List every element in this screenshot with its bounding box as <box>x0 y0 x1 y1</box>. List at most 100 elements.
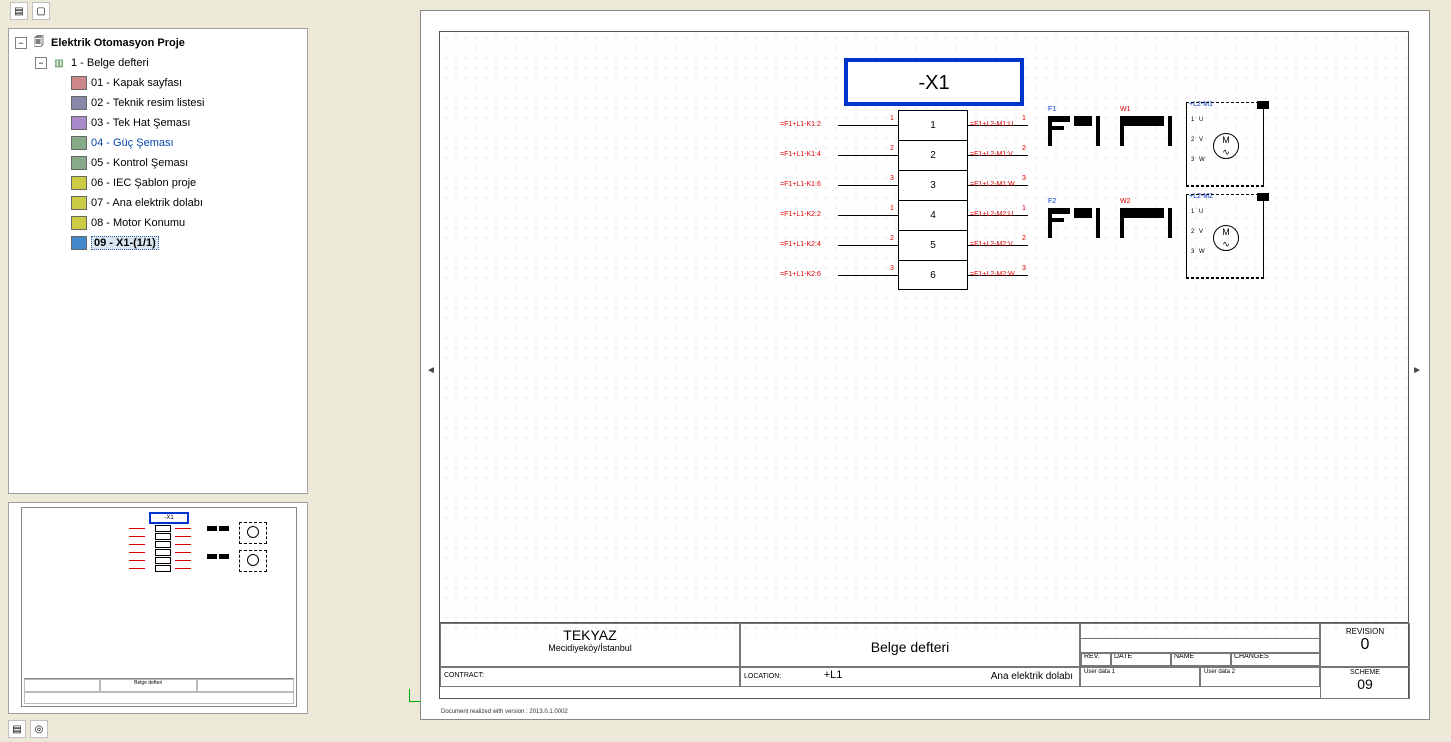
tree-book[interactable]: − ▥ 1 - Belge defteri <box>11 53 305 73</box>
wire-ref-left: =F1+L1-K1:2 <box>780 121 821 128</box>
wire-num: 1 <box>890 205 894 212</box>
tb-location: LOCATION: +L1 Ana elektrik dolabı <box>740 667 1080 687</box>
motor-m1-box: +L2-M1 M∿ 1 2 3 U V W <box>1186 102 1264 186</box>
motor-m2-box: +L2-M2 M∿ 1 2 3 U V W <box>1186 194 1264 278</box>
comp-w2-label: W2 <box>1120 198 1131 205</box>
terminal-block: 123456 <box>898 110 968 290</box>
tb-company: TEKYAZ Mecidiyeköy/İstanbul <box>440 623 740 667</box>
doc-footer-note: Document realized with version : 2013.0.… <box>441 709 568 715</box>
tb-title: Belge defteri <box>740 623 1080 667</box>
expand-icon[interactable]: − <box>15 37 27 49</box>
comp-f2-label: F2 <box>1048 198 1056 205</box>
wire <box>838 215 898 216</box>
page-icon <box>71 176 87 190</box>
wire-num: 2 <box>1022 235 1026 242</box>
titleblock: TEKYAZ Mecidiyeköy/İstanbul Belge defter… <box>440 622 1408 698</box>
wire <box>838 185 898 186</box>
wire-ref-left: =F1+L1-K1:6 <box>780 181 821 188</box>
wire <box>838 245 898 246</box>
page-icon <box>71 216 87 230</box>
terminal-row: 4 <box>898 200 968 230</box>
tree-page-label: 03 - Tek Hat Şeması <box>91 117 190 129</box>
preview-panel[interactable]: -X1 Belge defteri <box>8 502 308 714</box>
wire <box>838 125 898 126</box>
preview-titleblock: Belge defteri <box>24 678 294 704</box>
wire <box>838 275 898 276</box>
wire-ref-right: =F1+L2-M2:U <box>970 211 1013 218</box>
tree-page-label: 02 - Teknik resim listesi <box>91 97 205 109</box>
main-canvas: ◄ ► -X1 123456 =F1+L1-K1:2=F1+L2-M1:U11=… <box>322 0 1451 742</box>
x1-terminal-label[interactable]: -X1 <box>844 58 1024 106</box>
wire <box>838 155 898 156</box>
bottom-tab-1[interactable]: ▤ <box>8 720 26 738</box>
wire-ref-right: =F1+L2-M1:U <box>970 121 1013 128</box>
wire-ref-right: =F1+L2-M2:W <box>970 271 1015 278</box>
sheet-frame: ◄ ► -X1 123456 =F1+L1-K1:2=F1+L2-M1:U11=… <box>439 31 1409 699</box>
tree-page-label: 08 - Motor Konumu <box>91 217 185 229</box>
wire-ref-right: =F1+L2-M1:V <box>970 151 1013 158</box>
schematic-diagram: -X1 123456 =F1+L1-K1:2=F1+L2-M1:U11=F1+L… <box>840 58 1420 318</box>
nav-left-icon[interactable]: ◄ <box>426 365 436 376</box>
preview-sheet: -X1 Belge defteri <box>21 507 297 707</box>
toolbar-btn-2[interactable]: ▢ <box>32 2 50 20</box>
tree-page[interactable]: 03 - Tek Hat Şeması <box>11 113 305 133</box>
tree-page[interactable]: 05 - Kontrol Şeması <box>11 153 305 173</box>
project-tree[interactable]: − 🗐 Elektrik Otomasyon Proje − ▥ 1 - Bel… <box>8 28 308 494</box>
wire-num: 2 <box>1022 145 1026 152</box>
wire-num: 3 <box>890 175 894 182</box>
page-icon <box>71 136 87 150</box>
tb-user1: User data 1 <box>1080 667 1200 687</box>
page-icon <box>71 96 87 110</box>
tree-page[interactable]: 04 - Güç Şeması <box>11 133 305 153</box>
tree-page-label: 09 - X1-(1/1) <box>91 236 159 250</box>
tree-page[interactable]: 06 - IEC Şablon proje <box>11 173 305 193</box>
tb-scheme: SCHEME 09 <box>1320 667 1410 699</box>
page-icon <box>71 196 87 210</box>
tb-revgrid: REV. DATE NAME CHANGES <box>1080 623 1320 667</box>
drawing-sheet[interactable]: ◄ ► -X1 123456 =F1+L1-K1:2=F1+L2-M1:U11=… <box>420 10 1430 720</box>
toolbar: ▤ ▢ <box>10 2 50 20</box>
origin-axis-icon <box>403 695 417 709</box>
wire-num: 3 <box>1022 175 1026 182</box>
wire-ref-left: =F1+L1-K2:2 <box>780 211 821 218</box>
tree-page-label: 04 - Güç Şeması <box>91 137 174 149</box>
comp-w1-label: W1 <box>1120 106 1131 113</box>
tb-user2: User data 2 <box>1200 667 1320 687</box>
toolbar-btn-1[interactable]: ▤ <box>10 2 28 20</box>
bottom-tab-2[interactable]: ◎ <box>30 720 48 738</box>
motor-m1-icon: M∿ <box>1213 133 1239 159</box>
wire-ref-left: =F1+L1-K2:4 <box>780 241 821 248</box>
wire-num: 1 <box>1022 205 1026 212</box>
page-icon <box>71 116 87 130</box>
tree-page[interactable]: 02 - Teknik resim listesi <box>11 93 305 113</box>
tb-revision: REVISION 0 <box>1320 623 1410 667</box>
tb-contract: CONTRACT: <box>440 667 740 687</box>
comp-f1-label: F1 <box>1048 106 1056 113</box>
terminal-row: 5 <box>898 230 968 260</box>
tree-book-label: 1 - Belge defteri <box>71 57 149 69</box>
page-icon <box>71 76 87 90</box>
motor-m2-icon: M∿ <box>1213 225 1239 251</box>
page-icon <box>71 236 87 250</box>
tree-page[interactable]: 01 - Kapak sayfası <box>11 73 305 93</box>
tree-page[interactable]: 08 - Motor Konumu <box>11 213 305 233</box>
terminal-row: 1 <box>898 110 968 140</box>
nav-right-icon[interactable]: ► <box>1412 365 1422 376</box>
preview-x1: -X1 <box>149 512 189 524</box>
tree-page[interactable]: 09 - X1-(1/1) <box>11 233 305 253</box>
wire-num: 3 <box>1022 265 1026 272</box>
tree-root-label: Elektrik Otomasyon Proje <box>51 37 185 49</box>
page-icon <box>71 156 87 170</box>
wire-num: 1 <box>890 115 894 122</box>
tree-root[interactable]: − 🗐 Elektrik Otomasyon Proje <box>11 33 305 53</box>
wire-ref-left: =F1+L1-K2:6 <box>780 271 821 278</box>
expand-icon[interactable]: − <box>35 57 47 69</box>
tree-page-label: 07 - Ana elektrik dolabı <box>91 197 203 209</box>
wire-num: 2 <box>890 145 894 152</box>
wire-num: 2 <box>890 235 894 242</box>
wire-ref-right: =F1+L2-M2:V <box>970 241 1013 248</box>
wire-ref-left: =F1+L1-K1:4 <box>780 151 821 158</box>
book-icon: ▥ <box>51 56 67 70</box>
tree-page[interactable]: 07 - Ana elektrik dolabı <box>11 193 305 213</box>
terminal-row: 6 <box>898 260 968 290</box>
